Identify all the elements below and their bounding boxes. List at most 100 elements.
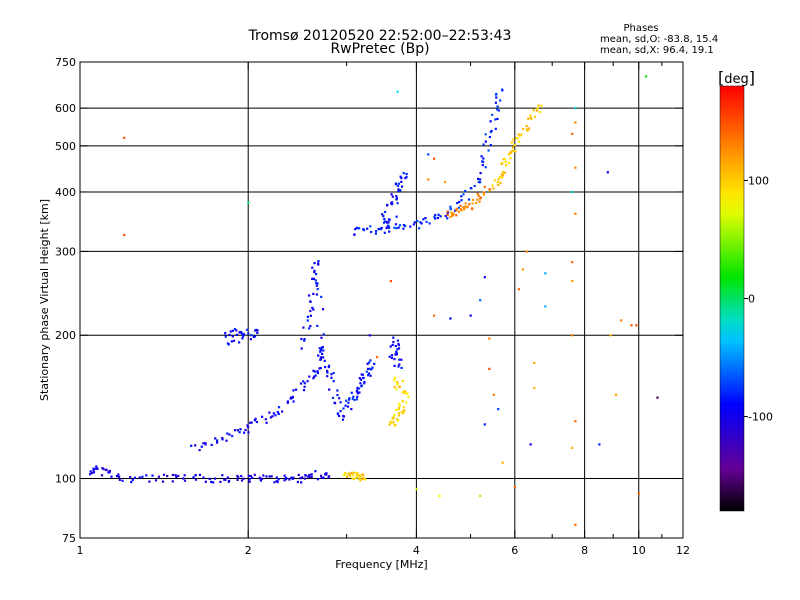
echo-point [375,230,378,233]
echo-point [338,397,341,400]
noise-point [614,393,618,396]
echo-point [455,207,458,210]
echo-point [285,476,288,479]
echo-point [246,328,249,331]
echo-point [480,155,483,158]
echo-point [249,475,252,478]
echo-point [352,477,356,480]
echo-point [370,230,373,234]
echo-point [306,315,309,318]
echo-point [277,406,281,409]
echo-point [402,390,405,393]
echo-point [327,476,330,479]
echo-point [246,424,249,427]
noise-point [644,75,648,78]
echo-point [501,176,504,179]
echo-point [529,116,532,119]
echo-point [533,115,537,118]
echo-point [389,420,392,423]
echo-point [467,198,471,201]
echo-point [240,331,243,334]
echo-point [355,398,358,401]
echo-point [226,432,229,435]
echo-point [306,380,309,383]
echo-point [402,227,405,230]
echo-point [333,401,336,404]
echo-point [353,398,356,402]
echo-point [359,382,362,385]
echo-point [396,339,399,342]
echo-point [328,364,331,367]
echo-point [468,203,471,206]
echo-point [396,348,399,351]
x-tick-label: 6 [511,544,518,557]
echo-point [308,473,311,477]
echo-point [476,192,479,195]
echo-point [393,378,396,382]
echo-point [216,439,219,442]
echo-point [332,380,335,383]
echo-point [309,325,312,328]
echo-point [350,408,353,411]
noise-point [571,261,574,264]
echo-point [255,420,258,424]
echo-point [194,478,197,481]
echo-point [518,134,521,137]
echo-point [100,474,104,477]
echo-point [382,215,385,218]
noise-point [635,324,638,327]
noise-point [449,317,452,320]
echo-point [253,473,256,476]
noise-point [529,443,532,446]
echo-point [228,333,231,337]
echo-point [236,478,239,481]
echo-point [338,414,341,418]
echo-point [336,394,339,397]
echo-point [141,475,144,478]
echo-point [499,175,502,179]
echo-point [433,216,436,219]
echo-point [397,344,400,347]
echo-point [425,220,428,223]
echo-point [420,222,423,225]
echo-point [529,114,532,117]
echo-point [380,226,383,230]
noise-point [571,280,574,283]
echo-point [525,124,528,128]
echo-point [361,373,365,376]
echo-point [473,184,476,188]
echo-point [311,266,314,269]
echo-point [366,227,369,230]
echo-point [393,386,396,389]
echo-point [190,444,193,447]
echo-point [400,411,403,414]
noise-point [376,356,379,359]
echo-point [303,382,306,385]
echo-point [393,226,396,229]
noise-point [469,314,472,317]
noise-point [521,268,524,271]
echo-point [400,177,403,180]
x-axis-label: Frequency [MHz] [335,558,427,571]
echo-point [285,478,288,481]
echo-point [528,127,531,130]
echo-point [536,107,539,110]
noise-point [479,299,482,302]
echo-point [353,471,356,474]
echo-point [320,346,324,349]
echo-point [363,381,366,384]
echo-point [326,375,329,378]
echo-point [404,224,407,228]
echo-point [202,442,205,445]
echo-point [503,158,507,161]
echo-point [395,353,398,356]
echo-point [303,338,306,341]
echo-point [494,118,497,121]
echo-point [330,373,333,376]
colorbar-tick-label: -100 [748,411,773,424]
noise-point [123,233,126,237]
echo-point [499,99,502,102]
echo-point [301,476,304,479]
echo-point [204,480,207,483]
echo-point [223,478,226,481]
